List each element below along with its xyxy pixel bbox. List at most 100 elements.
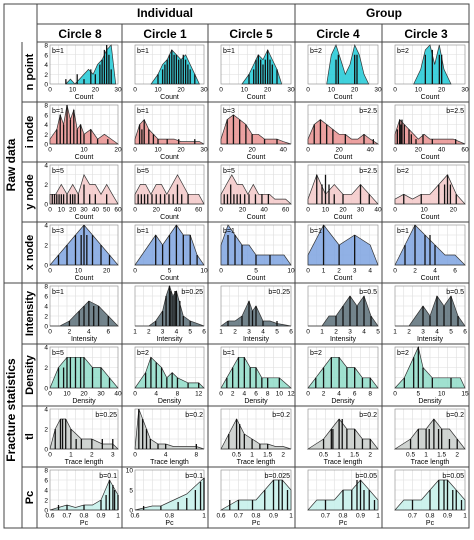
x-tick-label: 0.8: [79, 513, 88, 520]
x-tick-label: 2: [90, 452, 94, 459]
panel-density-circle-4: b=2 0 2 4 6 8 Density: [294, 343, 383, 407]
x-tick-label: 0: [306, 207, 310, 214]
density-area: [393, 418, 466, 450]
panel-frame: [294, 101, 383, 163]
x-axis-label: Count: [160, 214, 179, 221]
x-tick-label: 1: [337, 452, 341, 459]
bin-width-label: b=0.25: [95, 412, 117, 419]
bin-width-label: b=0.2: [359, 412, 377, 419]
x-tick-label: 3: [353, 268, 357, 275]
x-tick-label: 12: [195, 391, 203, 398]
panel-intensity-circle-8: b=1 0 2 4 6 8 0 2 4 6 Intensity: [36, 282, 123, 345]
bin-width-label: b=5: [223, 168, 235, 175]
x-tick-label: 2: [334, 329, 338, 336]
x-axis-label: Trace length: [324, 459, 363, 466]
density-area: [65, 44, 117, 85]
panel-tl-circle-1: b=0.2 0 4 8 Trace length: [121, 405, 209, 468]
panel-intensity-circle-5: b=0.25 1 2 3 4 5 6 Intensity: [207, 282, 296, 345]
x-tick-label: 0.5: [319, 452, 328, 459]
bin-width-label: b=0.025: [265, 473, 291, 480]
panel-pc-circle-3: b=0.05 0.7 0.8 0.9 1 Pc: [381, 466, 470, 529]
x-tick-label: 0: [219, 207, 223, 214]
x-tick-label: 1: [322, 268, 326, 275]
x-tick-label: 60: [282, 207, 290, 214]
x-tick-label: 40: [92, 207, 100, 214]
panel-x-node-circle-4: b=1 0 1 2 3 4 Count: [294, 221, 383, 284]
y-tick-label: 2: [44, 182, 48, 189]
x-tick-label: 0.9: [443, 513, 452, 520]
density-area: [307, 119, 380, 145]
x-tick-label: 3: [421, 329, 425, 336]
x-tick-label: 1: [376, 513, 380, 520]
bin-width-label: b=0.05: [442, 473, 464, 480]
y-tick-label: 2: [44, 498, 48, 505]
bin-width-label: b=5: [52, 168, 64, 175]
x-tick-label: 8: [266, 391, 270, 398]
x-tick-label: 0.7: [62, 513, 71, 520]
panel-y-node-circle-4: b=2.5 0 10 20 30 40 Count: [294, 161, 383, 223]
bin-width-label: b=0.2: [272, 412, 290, 419]
x-tick-label: 0: [219, 268, 223, 275]
x-tick-label: 1: [424, 452, 428, 459]
x-tick-label: 5: [376, 329, 380, 336]
panel-i-node-circle-1: b=1 0 10 20 30 Count: [121, 101, 209, 163]
x-tick-label: 1: [69, 452, 73, 459]
x-tick-label: 6: [353, 391, 357, 398]
y-tick-label: 0: [44, 142, 48, 149]
y-tick-label: 4: [44, 345, 48, 352]
x-axis-label: Intensity: [156, 336, 183, 343]
x-axis-label: Trace length: [65, 459, 104, 466]
panel-intensity-circle-1: b=0.25 1 2 3 4 5 6 Intensity: [121, 282, 209, 345]
x-axis-label: Intensity: [71, 336, 98, 343]
section-label-raw-data: Raw data: [4, 138, 18, 191]
y-tick-label: 8: [44, 284, 48, 291]
x-axis-label: Intensity: [330, 336, 357, 343]
y-tick-label: 2: [44, 72, 48, 79]
y-tick-label: 0: [129, 508, 133, 515]
bin-width-label: b=1: [137, 48, 149, 55]
x-tick-label: 0: [133, 87, 137, 94]
x-tick-label: 0: [48, 147, 52, 154]
y-tick-label: 5: [129, 488, 133, 495]
column-headers: Individual Group Circle 8 Circle 1 Circl…: [58, 6, 448, 41]
y-tick-label: 6: [44, 52, 48, 59]
x-axis-label: Density: [418, 398, 442, 405]
y-tick-label: 0: [44, 447, 48, 454]
x-tick-label: 20: [103, 268, 111, 275]
panel-i-node-circle-8: b=1 0 2 4 6 8 0 10 20 Count: [36, 101, 123, 163]
x-tick-label: 3: [161, 329, 165, 336]
y-tick-label: 2: [44, 243, 48, 250]
y-tick-label: 6: [44, 112, 48, 119]
y-tick-label: 2: [44, 365, 48, 372]
x-tick-label: 6: [106, 329, 110, 336]
x-tick-label: 2: [322, 391, 326, 398]
x-axis-label: Count: [334, 94, 353, 101]
column-header-circle-5: Circle 5: [229, 27, 273, 41]
panel-tl-circle-5: b=0.2 0.5 1 1.5 2 Trace length: [207, 405, 296, 468]
x-tick-label: 0: [219, 87, 223, 94]
x-tick-label: 60: [461, 147, 469, 154]
x-axis-label: Count: [334, 214, 353, 221]
x-tick-label: 3: [111, 452, 115, 459]
row-label-pc: Pc: [24, 491, 36, 504]
panel-density-circle-3: b=2 0 5 10 15 Density: [381, 343, 470, 407]
column-header-circle-1: Circle 1: [143, 27, 187, 41]
x-tick-label: 20: [92, 87, 100, 94]
bin-width-label: b=0.2: [446, 412, 464, 419]
y-tick-label: 8: [44, 43, 48, 50]
bin-width-label: b=1: [137, 108, 149, 115]
bin-width-label: b=0.05: [355, 473, 377, 480]
x-tick-label: 60: [195, 207, 203, 214]
x-tick-label: 1: [133, 329, 137, 336]
x-tick-label: 6: [463, 329, 467, 336]
x-axis-label: Density: [331, 398, 355, 405]
x-tick-label: 20: [264, 87, 272, 94]
density-area: [307, 224, 379, 266]
x-tick-label: 5: [254, 268, 258, 275]
x-axis-label: Count: [75, 94, 94, 101]
y-tick-label: 6: [44, 294, 48, 301]
y-tick-label: 0: [44, 324, 48, 331]
y-tick-label: 6: [44, 478, 48, 485]
row-labels: Raw data Fracture statistics: [4, 138, 18, 461]
x-tick-label: 1: [116, 513, 120, 520]
